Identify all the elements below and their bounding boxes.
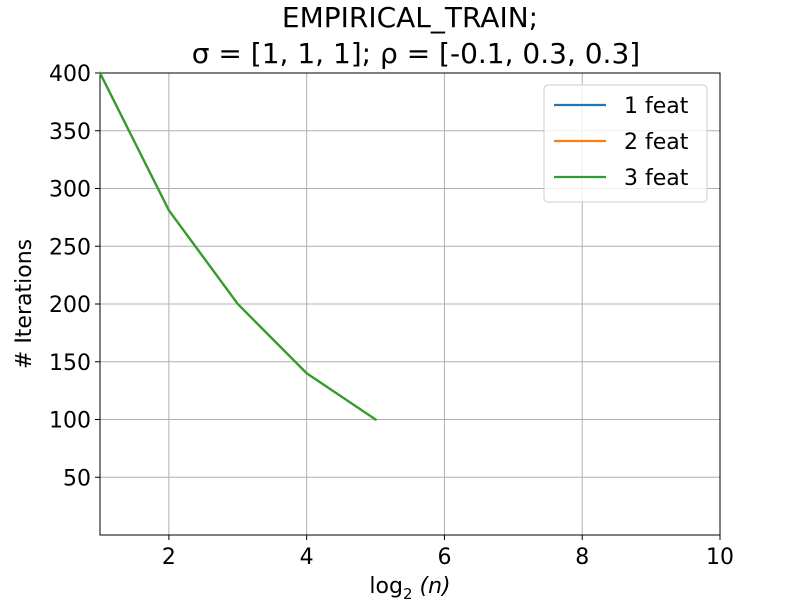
x-axis-ticks: 2 4 6 8 10 bbox=[162, 535, 734, 570]
legend-label: 2 feat bbox=[624, 130, 689, 155]
legend-frame bbox=[543, 84, 708, 203]
y-tick-label: 150 bbox=[49, 351, 91, 376]
series-line-3 bbox=[98, 71, 378, 422]
legend-label: 3 feat bbox=[624, 166, 689, 191]
series-lines bbox=[98, 71, 378, 422]
chart-title-line2: σ = [1, 1, 1]; ρ = [-0.1, 0.3, 0.3] bbox=[192, 37, 640, 70]
y-tick-label: 350 bbox=[49, 120, 91, 145]
x-tick-label: 10 bbox=[706, 545, 734, 570]
y-tick-label: 100 bbox=[49, 409, 91, 434]
x-axis-label: log2 (n) bbox=[369, 574, 450, 600]
x-tick-label: 2 bbox=[162, 545, 176, 570]
y-tick-label: 250 bbox=[49, 235, 91, 260]
y-axis-label: # Iterations bbox=[12, 239, 37, 369]
y-axis-ticks: 50 100 150 200 250 300 350 400 bbox=[49, 62, 100, 491]
x-tick-label: 6 bbox=[437, 545, 451, 570]
y-tick-label: 50 bbox=[63, 466, 91, 491]
y-tick-label: 300 bbox=[49, 178, 91, 203]
x-tick-label: 8 bbox=[575, 545, 589, 570]
x-tick-label: 4 bbox=[300, 545, 314, 570]
legend: 1 feat 2 feat 3 feat bbox=[543, 84, 708, 203]
legend-label: 1 feat bbox=[624, 94, 689, 119]
y-tick-label: 400 bbox=[49, 62, 91, 87]
y-tick-label: 200 bbox=[49, 293, 91, 318]
chart-title-line1: EMPIRICAL_TRAIN; bbox=[282, 1, 538, 34]
